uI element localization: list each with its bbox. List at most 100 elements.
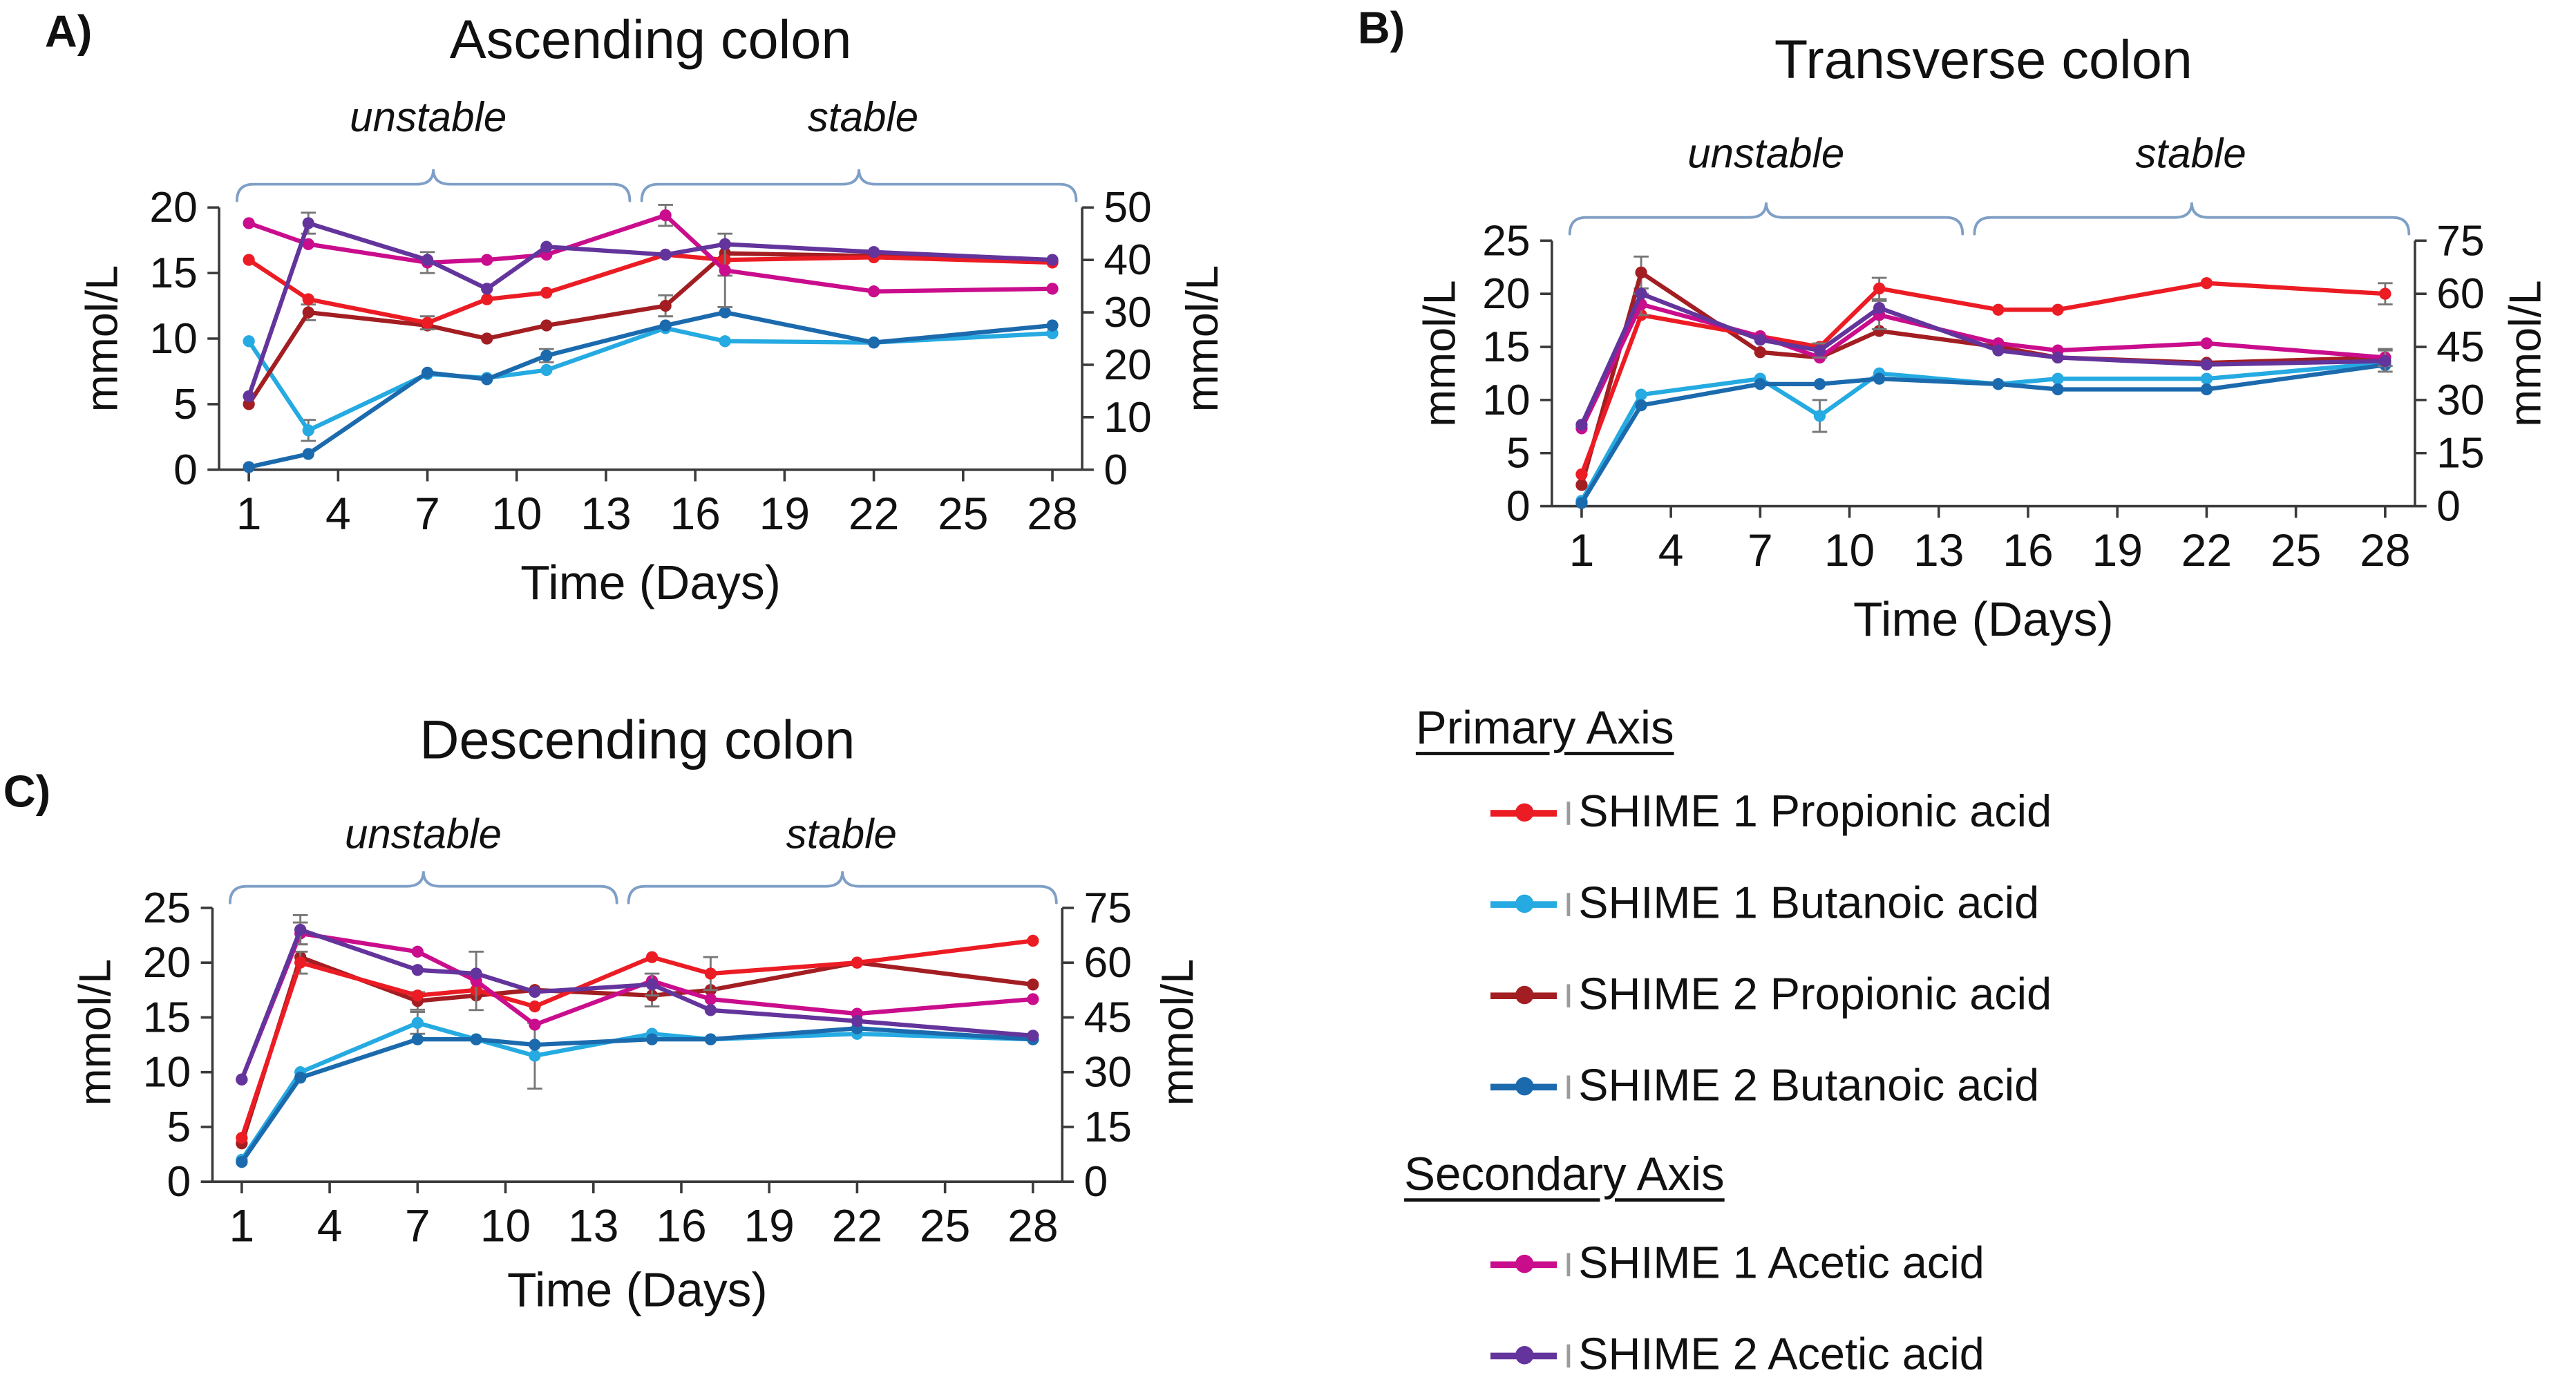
svg-text:1: 1 [236, 488, 262, 539]
dot-marker-icon [1515, 1254, 1534, 1273]
svg-text:7: 7 [1748, 524, 1773, 576]
error-bar-icon [1566, 1343, 1571, 1367]
dot-marker-icon [1515, 1346, 1534, 1365]
svg-text:20: 20 [1104, 341, 1151, 389]
svg-text:22: 22 [2181, 524, 2232, 576]
svg-text:75: 75 [1084, 884, 1132, 932]
svg-text:10: 10 [1104, 393, 1151, 442]
chart-c-plot-area: 0 5 10 15 20 25 0 15 30 45 60 75 1 4 7 10 13 16 19 22 25 28 [143, 871, 1132, 1251]
svg-text:19: 19 [759, 488, 810, 539]
svg-text:16: 16 [2002, 524, 2053, 576]
legend-item-label: SHIME 2 Butanoic acid [1578, 1060, 2040, 1110]
chart-b-stable-label: stable [2135, 131, 2246, 178]
svg-text:22: 22 [849, 488, 899, 539]
svg-text:4: 4 [317, 1200, 343, 1251]
svg-text:0: 0 [167, 1157, 191, 1206]
svg-text:13: 13 [580, 488, 631, 539]
svg-text:1: 1 [229, 1200, 254, 1251]
svg-text:15: 15 [2436, 429, 2484, 477]
legend-item-shime1-propionic: SHIME 1 Propionic acid [1490, 787, 2052, 838]
svg-text:30: 30 [2436, 376, 2484, 424]
line-marker-icon [1490, 1252, 1571, 1276]
svg-text:15: 15 [149, 249, 197, 297]
legend-item-label: SHIME 1 Acetic acid [1578, 1238, 1985, 1288]
chart-c-stable-label: stable [786, 811, 897, 858]
svg-text:7: 7 [405, 1200, 430, 1251]
legend-item-label: SHIME 2 Acetic acid [1578, 1329, 1985, 1380]
svg-text:30: 30 [1084, 1048, 1132, 1097]
svg-text:25: 25 [1482, 216, 1530, 265]
svg-text:45: 45 [1084, 993, 1132, 1041]
svg-text:13: 13 [1913, 524, 1964, 576]
svg-text:10: 10 [143, 1048, 191, 1097]
svg-text:45: 45 [2436, 323, 2484, 371]
legend-item-label: SHIME 1 Butanoic acid [1578, 878, 2040, 928]
error-bar-icon [1566, 892, 1571, 916]
svg-text:25: 25 [143, 884, 191, 932]
error-bar-icon [1566, 800, 1571, 824]
svg-text:0: 0 [1506, 482, 1531, 531]
svg-text:1: 1 [1569, 524, 1595, 576]
svg-text:15: 15 [143, 993, 191, 1041]
svg-text:0: 0 [2436, 482, 2461, 531]
svg-text:0: 0 [1104, 446, 1128, 494]
legend-item-label: SHIME 2 Propionic acid [1578, 969, 2052, 1019]
chart-a-title: Ascending colon [449, 8, 852, 70]
svg-text:5: 5 [1506, 429, 1531, 477]
chart-b-unstable-label: unstable [1687, 131, 1845, 178]
legend-item-shime1-butanoic: SHIME 1 Butanoic acid [1490, 878, 2039, 929]
svg-text:40: 40 [1104, 236, 1151, 284]
chart-a-stable-label: stable [807, 94, 919, 142]
chart-c-xlabel: Time (Days) [507, 1264, 768, 1318]
legend-item-shime1-acetic: SHIME 1 Acetic acid [1490, 1238, 1985, 1289]
svg-text:10: 10 [491, 488, 542, 539]
chart-c-title: Descending colon [419, 708, 855, 770]
dot-marker-icon [1515, 803, 1534, 822]
panel-b-label: B) [1357, 3, 1405, 53]
svg-text:75: 75 [2436, 216, 2484, 265]
svg-text:30: 30 [1104, 288, 1151, 337]
panel-a-label: A) [44, 6, 93, 57]
line-marker-icon [1490, 800, 1571, 824]
svg-text:13: 13 [568, 1200, 618, 1251]
error-bar-icon [1566, 1252, 1571, 1276]
svg-text:0: 0 [173, 446, 198, 494]
legend-primary-axis-title: Primary Axis [1415, 702, 1674, 754]
svg-text:25: 25 [938, 488, 988, 539]
legend-item-label: SHIME 1 Propionic acid [1578, 786, 2052, 837]
chart-a-xlabel: Time (Days) [520, 558, 781, 611]
svg-text:10: 10 [1824, 524, 1875, 576]
svg-text:25: 25 [2271, 524, 2321, 576]
svg-text:60: 60 [2436, 269, 2484, 318]
error-bar-icon [1566, 983, 1571, 1007]
svg-text:15: 15 [1084, 1103, 1132, 1151]
svg-text:15: 15 [1482, 323, 1530, 371]
panel-c-label: C) [3, 766, 51, 817]
dot-marker-icon [1515, 1077, 1534, 1096]
line-marker-icon [1490, 983, 1571, 1007]
legend-item-shime2-butanoic: SHIME 2 Butanoic acid [1490, 1061, 2039, 1112]
svg-text:10: 10 [149, 314, 197, 363]
chart-b-title: Transverse colon [1774, 28, 2193, 90]
error-bar-icon [1566, 1074, 1571, 1098]
svg-text:5: 5 [167, 1103, 191, 1151]
legend-item-shime2-propionic: SHIME 2 Propionic acid [1490, 969, 2052, 1021]
dot-marker-icon [1515, 894, 1534, 913]
svg-text:16: 16 [656, 1200, 706, 1251]
svg-text:28: 28 [2360, 524, 2410, 576]
svg-text:19: 19 [2092, 524, 2142, 576]
line-marker-icon [1490, 1343, 1571, 1367]
svg-text:16: 16 [670, 488, 720, 539]
svg-text:7: 7 [415, 488, 440, 539]
svg-text:22: 22 [832, 1200, 882, 1251]
chart-c-unstable-label: unstable [344, 811, 502, 858]
svg-text:20: 20 [149, 183, 197, 231]
svg-text:19: 19 [744, 1200, 794, 1251]
dot-marker-icon [1515, 985, 1534, 1005]
legend-secondary-axis-title: Secondary Axis [1404, 1148, 1725, 1200]
line-marker-icon [1490, 892, 1571, 916]
svg-text:50: 50 [1104, 183, 1151, 231]
